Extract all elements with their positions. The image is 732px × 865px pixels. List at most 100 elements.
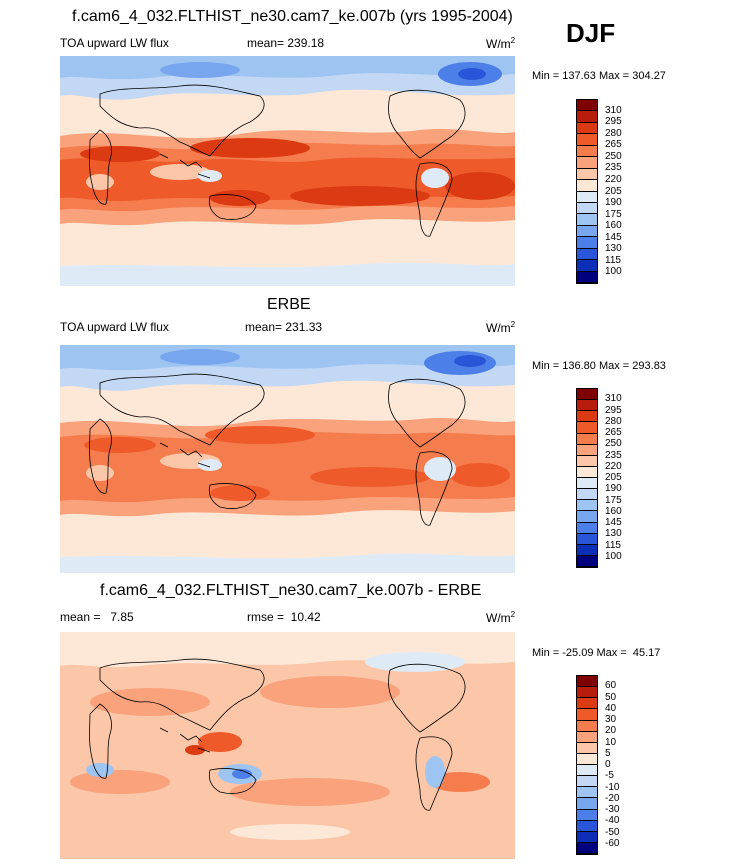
colorbar-swatch [577,122,597,135]
colorbar-tick-label: 115 [605,254,621,266]
panel-3-colorbar-labels: 60 50 40 30 20 10 5 0 -5 -10 -20 -30 -40 -50 -60 [605,675,645,855]
panel-1-colorbar-blocks [576,99,598,284]
colorbar-tick-label: 0 [605,759,611,770]
season-label: DJF [566,18,616,48]
colorbar-tick-label: 235 [605,449,622,461]
colorbar-swatch [577,260,597,272]
colorbar-tick-label: 5 [605,747,611,759]
colorbar-tick-label: -60 [605,837,620,849]
panel-3-mean: mean = 7.85 [60,610,134,624]
panel-3-colorbar [576,675,598,855]
colorbar-swatch [577,157,597,169]
colorbar-tick-label: 220 [605,173,622,185]
colorbar-tick-label: 20 [605,725,617,737]
colorbar-tick-label: -10 [605,781,620,793]
colorbar-swatch [577,214,597,226]
colorbar-swatch [577,511,597,523]
colorbar-swatch [577,842,597,854]
colorbar-tick-label: 130 [605,528,622,540]
colorbar-swatch [577,111,597,123]
colorbar-swatch [577,831,597,843]
panel-2-colorbar [576,388,598,568]
colorbar-swatch [577,489,597,501]
colorbar-tick-label: -20 [605,792,620,804]
colorbar-swatch [577,798,597,810]
colorbar-tick-label: 145 [605,517,622,528]
colorbar-swatch [577,776,597,788]
colorbar-tick-label: -40 [605,815,620,827]
panel-2-variable: TOA upward LW flux [60,320,169,334]
colorbar-swatch [577,225,597,238]
colorbar-tick-label: 205 [605,472,622,483]
colorbar-swatch [577,753,597,765]
panel-1-mean: mean= 239.18 [247,36,325,50]
colorbar-swatch [577,698,597,710]
colorbar-swatch [577,411,597,423]
colorbar-tick-label: 280 [605,415,622,427]
colorbar-swatch [577,787,597,799]
colorbar-tick-label: 160 [605,220,622,232]
panel-3-rmse: rmse = 10.42 [247,610,321,624]
colorbar-swatch [577,765,597,777]
colorbar-swatch [577,433,597,445]
colorbar-swatch [577,191,597,203]
colorbar-tick-label: -50 [605,826,620,838]
colorbar-swatch [577,709,597,721]
colorbar-swatch [577,168,597,181]
panel-3-minmax: Min = -25.09 Max = 45.17 [532,647,661,659]
colorbar-tick-label: 235 [605,162,622,174]
colorbar-swatch [577,809,597,821]
colorbar-swatch [577,687,597,699]
colorbar-swatch [577,271,597,283]
colorbar-tick-label: 265 [605,427,622,438]
panel-1-variable: TOA upward LW flux [60,36,169,50]
colorbar-tick-label: 310 [605,393,622,405]
colorbar-tick-label: 60 [605,680,617,692]
colorbar-swatch [577,444,597,456]
colorbar-swatch [577,237,597,249]
colorbar-swatch [577,202,597,215]
panel-3-colorbar-blocks [576,675,598,855]
panel-1-minmax: Min = 137.63 Max = 304.27 [532,70,666,82]
panel-1-title: f.cam6_4_032.FLTHIST_ne30.cam7_ke.007b (… [72,8,513,25]
colorbar-tick-label: 100 [605,550,622,562]
colorbar-tick-label: 115 [605,539,621,551]
colorbar-tick-label: 265 [605,139,622,151]
colorbar-swatch [577,145,597,158]
panel-2-title: ERBE [267,296,311,313]
colorbar-swatch [577,720,597,732]
colorbar-tick-label: 175 [605,494,622,506]
colorbar-tick-label: 30 [605,714,617,725]
colorbar-swatch [577,555,597,567]
colorbar-tick-label: 100 [605,266,622,278]
panel-2-mean: mean= 231.33 [245,320,323,334]
colorbar-swatch [577,180,597,192]
colorbar-swatch [577,533,597,545]
panel-2-map [60,345,515,573]
colorbar-tick-label: 295 [605,116,622,128]
colorbar-tick-label: 310 [605,104,622,116]
colorbar-swatch [577,742,597,754]
panel-1-colorbar [576,99,598,284]
colorbar-swatch [577,676,597,688]
colorbar-swatch [577,422,597,434]
colorbar-tick-label: 250 [605,438,622,450]
colorbar-tick-label: 205 [605,185,622,197]
panel-1-units: W/m2 [486,36,516,51]
colorbar-swatch [577,400,597,412]
colorbar-swatch [577,466,597,478]
colorbar-tick-label: 220 [605,460,622,472]
panel-3-title: f.cam6_4_032.FLTHIST_ne30.cam7_ke.007b -… [100,582,482,599]
colorbar-tick-label: 130 [605,243,622,255]
colorbar-swatch [577,820,597,832]
colorbar-tick-label: 280 [605,127,622,139]
colorbar-swatch [577,544,597,556]
panel-2-colorbar-labels: 310 295 280 265 250 235 220 205 190 175 160 145 130 1… [605,388,645,568]
panel-3-map [60,632,515,859]
colorbar-swatch [577,478,597,490]
panel-2-colorbar-blocks [576,388,598,568]
colorbar-swatch [577,389,597,401]
colorbar-swatch [577,248,597,261]
colorbar-tick-label: -5 [605,770,614,782]
panel-1-colorbar-labels: 310 295 280 265 250 235 220 205 190 175 160 145 130 1… [605,99,645,284]
